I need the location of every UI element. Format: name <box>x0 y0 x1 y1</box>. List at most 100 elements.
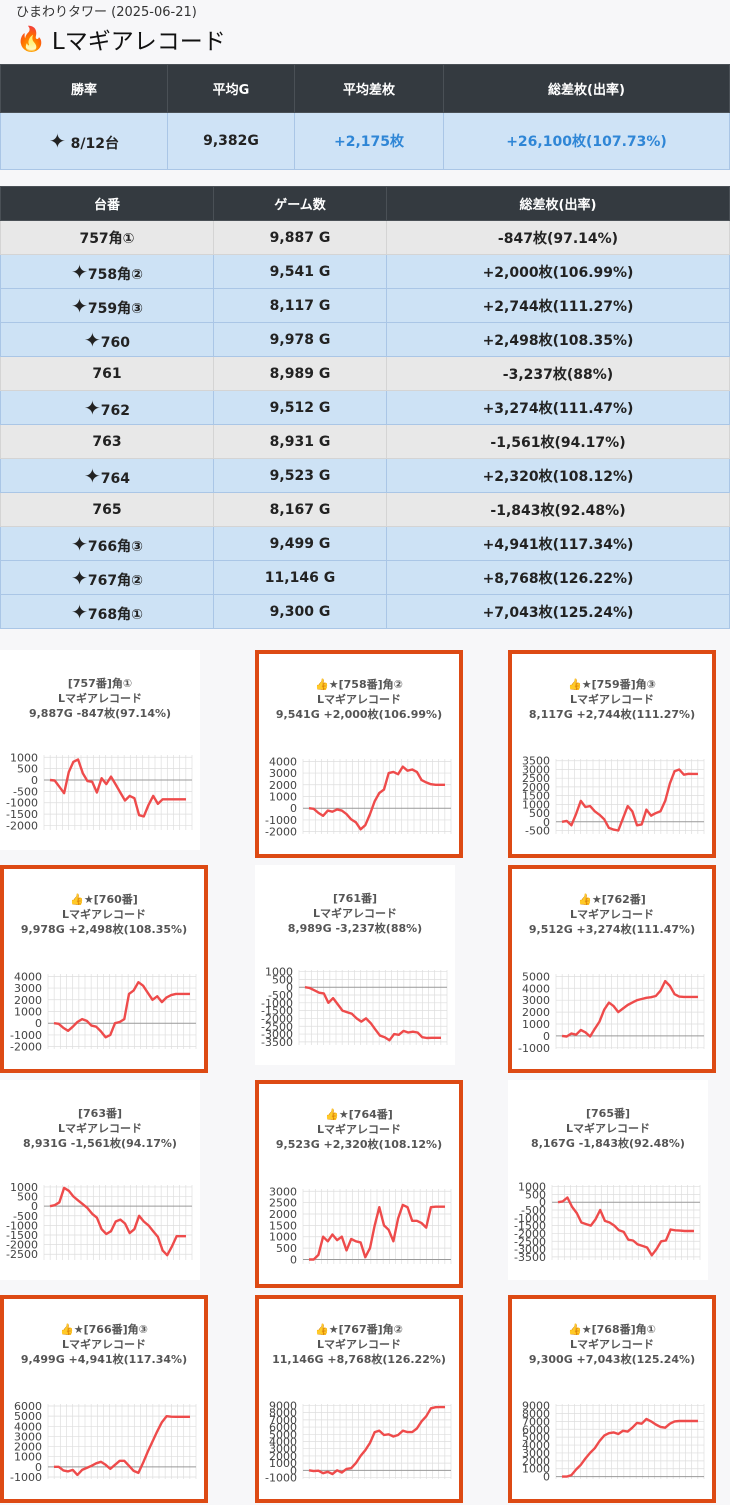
y-tick-label: 3000 <box>269 767 297 780</box>
y-tick-label: 2000 <box>522 781 550 794</box>
summary-avg-games: 9,382G <box>167 112 295 170</box>
y-tick-label: 4000 <box>269 755 297 768</box>
y-tick-label: -1000 <box>10 1471 42 1484</box>
y-tick-label: 2000 <box>522 1455 550 1468</box>
chart-card[interactable]: 👍★[766番]角③ Lマギアレコード 9,499G +4,941枚(117.34%… <box>0 1295 208 1503</box>
series-line <box>309 1203 445 1261</box>
y-tick-label: 1000 <box>10 1181 38 1194</box>
chart-card[interactable]: 👍★[768番]角① Lマギアレコード 9,300G +7,043枚(125.24%… <box>508 1295 716 1503</box>
game-count: 9,978 G <box>213 322 387 357</box>
chart-card[interactable]: 👍★[760番] Lマギアレコード 9,978G +2,498枚(108.35%) 4… <box>0 865 208 1073</box>
machine-number[interactable]: ✦759角③ <box>0 288 214 323</box>
y-tick-label: -1000 <box>261 997 293 1010</box>
machine-number[interactable]: ✦768角① <box>0 594 214 629</box>
y-tick-label: 2000 <box>14 994 42 1007</box>
y-tick-label: 0 <box>35 1017 42 1030</box>
game-count: 9,523 G <box>213 458 387 493</box>
y-tick-label: 1000 <box>518 1181 546 1194</box>
machine-number[interactable]: ✦767角② <box>0 560 214 595</box>
y-tick-label: 2000 <box>14 1441 42 1454</box>
table-row: ✦760 9,978 G +2,498枚(108.35%) <box>0 322 730 357</box>
chart-subtitle: Lマギアレコード <box>312 907 397 920</box>
y-tick-label: 3500 <box>522 755 550 768</box>
machine-number[interactable]: 763 <box>0 424 214 459</box>
sparkles-icon: ✦ <box>71 293 88 318</box>
series-line <box>561 979 698 1038</box>
table-row: ✦762 9,512 G +3,274枚(111.47%) <box>0 390 730 425</box>
y-tick-label: 0 <box>286 981 293 994</box>
sparkles-icon: ✦ <box>71 565 88 590</box>
y-tick-label: 4000 <box>269 1436 297 1449</box>
y-tick-label: -2500 <box>261 1020 293 1033</box>
sparkles-icon: ✦ <box>84 395 101 420</box>
y-tick-label: 2000 <box>269 1450 297 1463</box>
machine-number[interactable]: ✦764 <box>0 458 214 493</box>
chart-card[interactable]: 👍★[767番]角② Lマギアレコード 11,146G +8,768枚(126.22… <box>255 1295 463 1503</box>
y-tick-label: 1000 <box>522 1463 550 1476</box>
total-diff: +8,768枚(126.22%) <box>386 560 730 595</box>
chart-card[interactable]: 👍★[758番]角② Lマギアレコード 9,541G +2,000枚(106.99%… <box>255 650 463 858</box>
y-tick-label: -500 <box>525 825 550 838</box>
machine-number-text: 758角② <box>87 266 143 283</box>
total-diff: -847枚(97.14%) <box>386 220 730 255</box>
y-tick-label: 1500 <box>522 790 550 803</box>
table-row: ✦764 9,523 G +2,320枚(108.12%) <box>0 458 730 493</box>
total-diff: -1,843枚(92.48%) <box>386 492 730 527</box>
game-count: 9,512 G <box>213 390 387 425</box>
y-tick-label: 8000 <box>269 1407 297 1420</box>
y-tick-label: 9000 <box>269 1399 297 1412</box>
machine-number[interactable]: ✦758角② <box>0 254 214 289</box>
chart-caption: 👍★[760番] Lマギアレコード 9,978G +2,498枚(108.35%) <box>4 892 204 937</box>
y-tick-label: 1000 <box>14 1006 42 1019</box>
chart-caption: 👍★[759番]角③ Lマギアレコード 8,117G +2,744枚(111.27%… <box>512 677 712 722</box>
machine-number[interactable]: ✦762 <box>0 390 214 425</box>
sparkles-icon: ✦ <box>49 129 66 153</box>
table-row: 765 8,167 G -1,843枚(92.48%) <box>0 492 730 527</box>
table-row: 761 8,989 G -3,237枚(88%) <box>0 356 730 391</box>
y-tick-label: 0 <box>543 1030 550 1043</box>
table-row: ✦767角② 11,146 G +8,768枚(126.22%) <box>0 560 730 595</box>
y-tick-label: 2000 <box>269 1208 297 1221</box>
chart-card[interactable]: [761番] Lマギアレコード 8,989G -3,237枚(88%) 1000 500… <box>255 865 455 1065</box>
table-header-diff: 総差枚(出率) <box>386 186 730 221</box>
sparkles-icon: ✦ <box>84 463 101 488</box>
chart-card[interactable]: 👍★[762番] Lマギアレコード 9,512G +3,274枚(111.47%) 5… <box>508 865 716 1073</box>
chart-card[interactable]: 👍★[764番] Lマギアレコード 9,523G +2,320枚(108.12%) 3… <box>255 1080 463 1288</box>
y-tick-label: 0 <box>543 816 550 829</box>
y-tick-label: 1000 <box>269 1231 297 1244</box>
series-line <box>308 1405 445 1476</box>
y-tick-label: 3000 <box>522 994 550 1007</box>
summary-table: 勝率 平均G 平均差枚 総差枚(出率) ✦ 8/12台 9,382G +2,17… <box>0 64 730 170</box>
chart-caption: 👍★[762番] Lマギアレコード 9,512G +3,274枚(111.47%) <box>512 892 712 937</box>
summary-win-rate-value: 8/12台 <box>70 136 119 152</box>
y-tick-label: -1000 <box>514 1212 546 1225</box>
machine-number-text: 760 <box>100 334 130 351</box>
y-tick-label: 5000 <box>522 970 550 983</box>
machine-number[interactable]: ✦760 <box>0 322 214 357</box>
chart-subtitle: Lマギアレコード <box>57 692 142 705</box>
game-count: 8,989 G <box>213 356 387 391</box>
y-tick-label: 3000 <box>14 1430 42 1443</box>
chart-card[interactable]: [763番] Lマギアレコード 8,931G -1,561枚(94.17%) 1000… <box>0 1080 200 1280</box>
series-line <box>562 1417 698 1478</box>
chart-stats: 9,541G +2,000枚(106.99%) <box>275 708 443 721</box>
summary-header-avg-games: 平均G <box>167 64 295 113</box>
chart-card[interactable]: 👍★[759番]角③ Lマギアレコード 8,117G +2,744枚(111.27%… <box>508 650 716 858</box>
machine-number-text: 763 <box>92 433 122 450</box>
machine-number[interactable]: ✦766角③ <box>0 526 214 561</box>
chart-card[interactable]: [757番]角① Lマギアレコード 9,887G -847枚(97.14%) 1000… <box>0 650 200 850</box>
chart-caption: 👍★[768番]角① Lマギアレコード 9,300G +7,043枚(125.24%… <box>512 1322 712 1367</box>
y-tick-label: 4000 <box>14 1420 42 1433</box>
game-count: 8,117 G <box>213 288 387 323</box>
chart-caption: 👍★[766番]角③ Lマギアレコード 9,499G +4,941枚(117.34%… <box>4 1322 204 1367</box>
total-diff: +2,744枚(111.27%) <box>386 288 730 323</box>
machine-number[interactable]: 761 <box>0 356 214 391</box>
y-tick-label: 1000 <box>269 791 297 804</box>
y-tick-label: 7000 <box>269 1414 297 1427</box>
machine-number[interactable]: 765 <box>0 492 214 527</box>
y-tick-label: -1000 <box>265 814 297 827</box>
machine-number[interactable]: 757角① <box>0 220 214 255</box>
y-tick-label: -1000 <box>518 1042 550 1055</box>
chart-card[interactable]: [765番] Lマギアレコード 8,167G -1,843枚(92.48%) 1000… <box>508 1080 708 1280</box>
